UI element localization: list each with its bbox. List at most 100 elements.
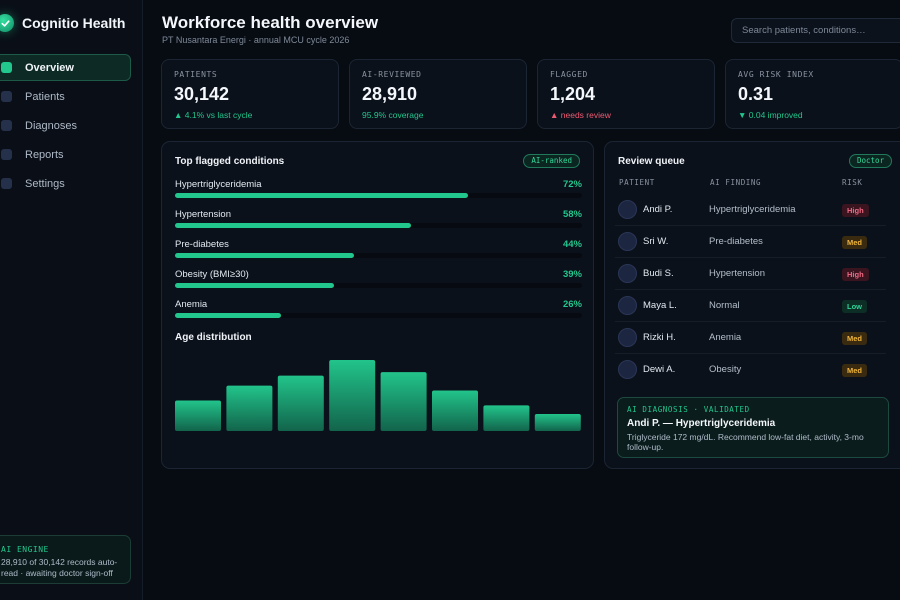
condition-name: Obesity (BMI≥30)	[175, 269, 249, 280]
condition-name: Anemia	[175, 299, 208, 310]
risk-badge: Low	[842, 300, 867, 313]
sidebar-item-patients[interactable]: Patients	[0, 83, 131, 110]
conditions-panel: Top flagged conditions AI-ranked Hypertr…	[161, 141, 594, 469]
ai-finding: Hypertension	[709, 268, 765, 279]
age-distribution-title: Age distribution	[175, 332, 252, 343]
reports-icon	[1, 149, 12, 160]
search-input[interactable]	[731, 18, 900, 43]
avatar	[618, 232, 637, 251]
kpi-delta: ▲ needs review	[550, 110, 611, 120]
sidebar: Cognitio Health Overview Patients Diagno…	[0, 0, 143, 600]
age-bar	[483, 405, 530, 431]
sidebar-item-label: Overview	[25, 61, 74, 74]
condition-name: Hypertension	[175, 209, 231, 220]
condition-bar-track	[175, 253, 582, 258]
sidebar-item-label: Settings	[25, 177, 65, 190]
ai-finding: Hypertriglyceridemia	[709, 204, 796, 215]
table-row[interactable]: Budi S. Hypertension High	[615, 258, 886, 290]
condition-percent: 44%	[562, 239, 582, 250]
age-distribution-chart	[175, 360, 581, 431]
table-row[interactable]: Andi P. Hypertriglyceridemia High	[615, 194, 886, 226]
age-bar	[175, 400, 221, 431]
table-row[interactable]: Dewi A. Obesity Med	[615, 354, 886, 386]
avatar	[618, 200, 637, 219]
patient-name: Maya L.	[643, 300, 677, 311]
sidebar-item-overview[interactable]: Overview	[0, 54, 131, 81]
diagnoses-icon	[1, 120, 12, 131]
ai-finding: Normal	[709, 300, 740, 311]
kpi-value: 28,910	[362, 84, 418, 104]
risk-badge: Med	[842, 332, 867, 345]
patient-name: Budi S.	[643, 268, 674, 279]
patient-name: Dewi A.	[643, 364, 676, 375]
patients-icon	[1, 91, 12, 102]
kpi-label: PATIENTS	[174, 70, 218, 79]
kpi-value: 0.31	[738, 84, 774, 104]
table-row[interactable]: Rizki H. Anemia Med	[615, 322, 886, 354]
sidebar-item-diagnoses[interactable]: Diagnoses	[0, 112, 131, 139]
column-header-patient: PATIENT	[619, 178, 655, 187]
condition-name: Pre-diabetes	[175, 239, 229, 250]
ai-diagnosis-header: AI DIAGNOSIS · VALIDATED	[627, 405, 750, 414]
risk-badge: High	[842, 268, 869, 281]
kpi-value: 1,204	[550, 84, 596, 104]
age-bar	[534, 414, 581, 431]
ai-diagnosis-title: Andi P. — Hypertriglyceridemia	[627, 418, 776, 429]
ai-diagnosis-text: Triglyceride 172 mg/dL. Recommend low-fa…	[627, 432, 864, 452]
patient-name: Sri W.	[643, 236, 669, 247]
conditions-title: Top flagged conditions	[175, 156, 285, 167]
kpi-label: AVG RISK INDEX	[738, 70, 814, 79]
sidebar-item-label: Patients	[25, 90, 65, 103]
sidebar-nav: Overview Patients Diagnoses Reports Sett…	[0, 54, 131, 199]
review-queue-panel: Review queue Doctor PATIENT AI FINDING R…	[604, 141, 900, 469]
ai-finding: Obesity	[709, 364, 742, 375]
avatar	[618, 296, 637, 315]
doctor-chip: Doctor	[849, 154, 893, 168]
condition-bar-track	[175, 283, 582, 288]
condition-bar-fill	[175, 223, 412, 228]
age-bar	[226, 385, 273, 431]
kpi-delta: ▲ 4.1% vs last cycle	[174, 110, 253, 120]
brand-name: Cognitio Health	[22, 15, 126, 31]
avatar	[618, 328, 637, 347]
age-bar	[432, 390, 478, 431]
condition-percent: 72%	[562, 179, 582, 190]
age-bar	[329, 360, 376, 431]
condition-bar-track	[175, 193, 582, 198]
risk-badge: Med	[842, 236, 867, 249]
avatar	[618, 360, 637, 379]
kpi-ai-reviewed: AI-REVIEWED 28,910 95.9% coverage	[349, 59, 527, 129]
condition-bar-fill	[175, 283, 334, 288]
brand[interactable]: Cognitio Health	[0, 14, 125, 32]
avatar	[618, 264, 637, 283]
table-row[interactable]: Maya L. Normal Low	[615, 290, 886, 322]
ai-finding: Pre-diabetes	[709, 236, 763, 247]
table-row[interactable]: Sri W. Pre-diabetes Med	[615, 226, 886, 258]
settings-icon	[1, 178, 12, 189]
ai-finding: Anemia	[709, 332, 742, 343]
ai-diagnosis-card[interactable]: AI DIAGNOSIS · VALIDATED Andi P. — Hyper…	[617, 397, 889, 458]
ai-engine-title: AI ENGINE	[1, 545, 49, 554]
kpi-value: 30,142	[174, 84, 230, 104]
page-subtitle: PT Nusantara Energi · annual MCU cycle 2…	[162, 35, 350, 45]
review-queue-title: Review queue	[618, 156, 685, 167]
age-bar	[277, 375, 324, 431]
sidebar-item-label: Diagnoses	[25, 119, 77, 132]
condition-name: Hypertriglyceridemia	[175, 179, 262, 190]
condition-percent: 39%	[562, 269, 582, 280]
kpi-delta: 95.9% coverage	[362, 110, 424, 120]
patient-name: Rizki H.	[643, 332, 676, 343]
condition-bar-fill	[175, 313, 281, 318]
risk-badge: Med	[842, 364, 867, 377]
page-title: Workforce health overview	[162, 13, 379, 32]
condition-bar-track	[175, 223, 582, 228]
kpi-delta: ▼ 0.04 improved	[738, 110, 803, 120]
overview-icon	[1, 62, 12, 73]
sidebar-item-reports[interactable]: Reports	[0, 141, 131, 168]
condition-bar-track	[175, 313, 582, 318]
condition-percent: 26%	[562, 299, 582, 310]
ai-engine-status: AI ENGINE 28,910 of 30,142 records auto-…	[0, 535, 131, 584]
sidebar-item-settings[interactable]: Settings	[0, 170, 131, 197]
age-bar	[380, 372, 427, 431]
condition-bar-fill	[175, 193, 469, 198]
